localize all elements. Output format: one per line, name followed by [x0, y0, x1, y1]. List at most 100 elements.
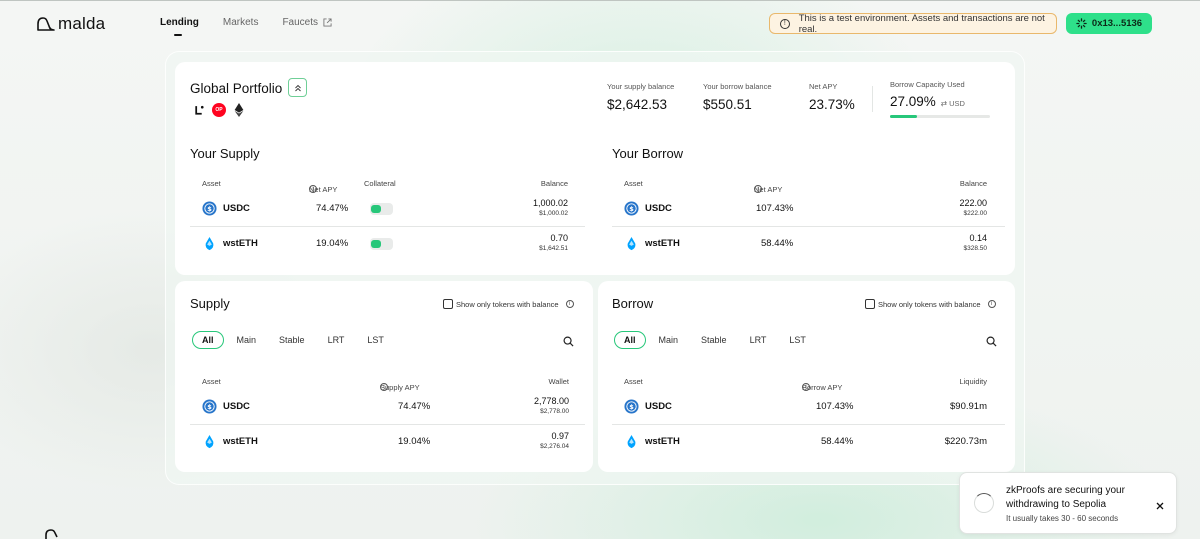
wsteth-icon	[627, 236, 636, 251]
balance-usd: $222.00	[963, 210, 988, 217]
currency-label: USD	[949, 99, 965, 108]
info-icon[interactable]: i	[380, 383, 388, 391]
asset-cell: wstETH	[202, 236, 258, 251]
global-portfolio-card: Global Portfolio OP Your supply balance …	[175, 62, 1015, 275]
wallet-address: 0x13...5136	[1091, 18, 1143, 29]
table-row[interactable]: wstETH 58.44% 0.14 $328.50	[612, 227, 1005, 262]
tab-stable[interactable]: Stable	[701, 335, 727, 345]
supply-balance-label: Your supply balance	[607, 82, 675, 91]
proof-status-toast: zkProofs are securing your withdrawing t…	[959, 472, 1177, 534]
asset-name: wstETH	[223, 436, 258, 447]
wsteth-icon	[205, 434, 214, 449]
borrow-capacity-fill	[890, 115, 918, 118]
table-row[interactable]: $ USDC 74.47% 2,778.00 $2,778.00	[190, 389, 585, 424]
search-button[interactable]	[986, 334, 997, 352]
info-icon[interactable]: i	[565, 300, 574, 308]
progress-spinner-icon	[974, 493, 994, 513]
nav-markets[interactable]: Markets	[222, 17, 259, 28]
balance-filter[interactable]: Show only tokens with balance i	[443, 299, 574, 309]
usdc-icon: $	[202, 201, 217, 216]
col-borrow-apy-label: Borrow APY	[802, 383, 843, 392]
table-row[interactable]: wstETH 19.04% 0.97 $2,276.04	[190, 425, 585, 460]
row-divider	[612, 226, 1005, 227]
supply-market-header: Asset Supply APY i Wallet	[190, 371, 585, 392]
toast-subtitle: It usually takes 30 - 60 seconds	[1006, 514, 1119, 523]
borrow-capacity-label: Borrow Capacity Used	[890, 80, 965, 89]
col-supply-apy-label: Supply APY	[380, 383, 420, 392]
your-supply-header: Asset Net APY i Collateral Balance	[190, 173, 585, 194]
optimism-icon[interactable]: OP	[212, 103, 226, 117]
table-row[interactable]: wstETH 58.44% $220.73m	[612, 425, 1005, 460]
asset-name: USDC	[645, 401, 672, 412]
apy-cell: 74.47%	[316, 203, 349, 214]
linea-icon[interactable]	[192, 103, 206, 117]
balance-filter[interactable]: Show only tokens with balance i	[865, 299, 996, 309]
supply-balance-value: $2,642.53	[607, 97, 668, 112]
borrow-balance-value: $550.51	[703, 97, 752, 112]
tab-main[interactable]: Main	[236, 335, 257, 345]
window-top-border	[0, 0, 1200, 1]
tab-lst[interactable]: LST	[367, 335, 384, 345]
table-row[interactable]: $ USDC 74.47% 1,000.02 $1,000.02	[190, 191, 585, 226]
wallet-account-button[interactable]: 0x13...5136	[1066, 13, 1152, 34]
search-icon	[986, 336, 997, 347]
svg-text:$: $	[207, 205, 212, 213]
balance-filter-label: Show only tokens with balance	[878, 299, 981, 309]
info-icon[interactable]: i	[802, 383, 810, 391]
asset-cell: wstETH	[624, 434, 680, 449]
tab-lst[interactable]: LST	[789, 335, 806, 345]
asset-cell: wstETH	[202, 434, 258, 449]
ethereum-icon[interactable]	[232, 103, 246, 117]
info-icon[interactable]: i	[754, 185, 762, 193]
toast-close-button[interactable]	[1156, 497, 1164, 515]
tab-lrt[interactable]: LRT	[327, 335, 345, 345]
tab-main[interactable]: Main	[658, 335, 679, 345]
search-icon	[563, 336, 574, 347]
tab-all[interactable]: All	[192, 331, 224, 349]
table-row[interactable]: wstETH 19.04% 0.70 $1,642.51	[190, 227, 585, 262]
brand-logo[interactable]: malda	[36, 14, 105, 34]
col-balance: Balance	[540, 179, 568, 188]
table-row[interactable]: $ USDC 107.43% 222.00 $222.00	[612, 191, 1005, 226]
asset-name: USDC	[645, 203, 672, 214]
currency-switch[interactable]: ⇄ USD	[941, 99, 965, 108]
balance-amount: 222.00	[959, 198, 987, 208]
balance-amount: 0.14	[969, 233, 987, 243]
col-liquidity: Liquidity	[959, 377, 987, 386]
balance-filter-checkbox[interactable]	[865, 299, 875, 309]
loading-spinner-icon	[1076, 18, 1087, 29]
apy-cell: 58.44%	[761, 238, 794, 249]
borrow-capacity-bar	[890, 115, 990, 118]
portfolio-title: Global Portfolio	[190, 81, 283, 96]
info-icon[interactable]: i	[987, 300, 996, 308]
info-icon[interactable]: i	[309, 185, 317, 193]
balance-cell: 222.00 $222.00	[959, 198, 987, 218]
supply-balance-stat: Your supply balance $2,642.53	[607, 82, 674, 112]
balance-filter-label: Show only tokens with balance	[456, 299, 559, 309]
tab-lrt[interactable]: LRT	[749, 335, 767, 345]
col-collateral: Collateral	[364, 179, 396, 188]
wallet-usd: $2,778.00	[540, 408, 569, 415]
net-apy-stat: Net APY 23.73%	[809, 82, 855, 112]
svg-text:$: $	[629, 205, 634, 213]
table-row[interactable]: $ USDC 107.43% $90.91m	[612, 389, 1005, 424]
collapse-button[interactable]	[288, 78, 307, 97]
tab-stable[interactable]: Stable	[279, 335, 305, 345]
search-button[interactable]	[563, 334, 574, 352]
col-asset: Asset	[624, 377, 643, 386]
collateral-toggle[interactable]	[370, 238, 393, 250]
nav-faucets-label: Faucets	[282, 17, 319, 28]
collateral-toggle[interactable]	[370, 203, 393, 215]
balance-filter-checkbox[interactable]	[443, 299, 453, 309]
nav-faucets[interactable]: Faucets	[282, 17, 332, 28]
borrow-balance-stat: Your borrow balance $550.51	[703, 82, 772, 112]
stat-divider	[872, 86, 873, 112]
tab-all[interactable]: All	[614, 331, 646, 349]
apy-cell: 58.44%	[821, 436, 854, 447]
svg-text:$: $	[207, 403, 212, 411]
asset-name: wstETH	[645, 436, 680, 447]
wallet-cell: 2,778.00 $2,778.00	[534, 396, 569, 416]
col-wallet: Wallet	[548, 377, 569, 386]
borrow-market-header: Asset Borrow APY i Liquidity	[612, 371, 1005, 392]
nav-lending[interactable]: Lending	[160, 17, 199, 36]
